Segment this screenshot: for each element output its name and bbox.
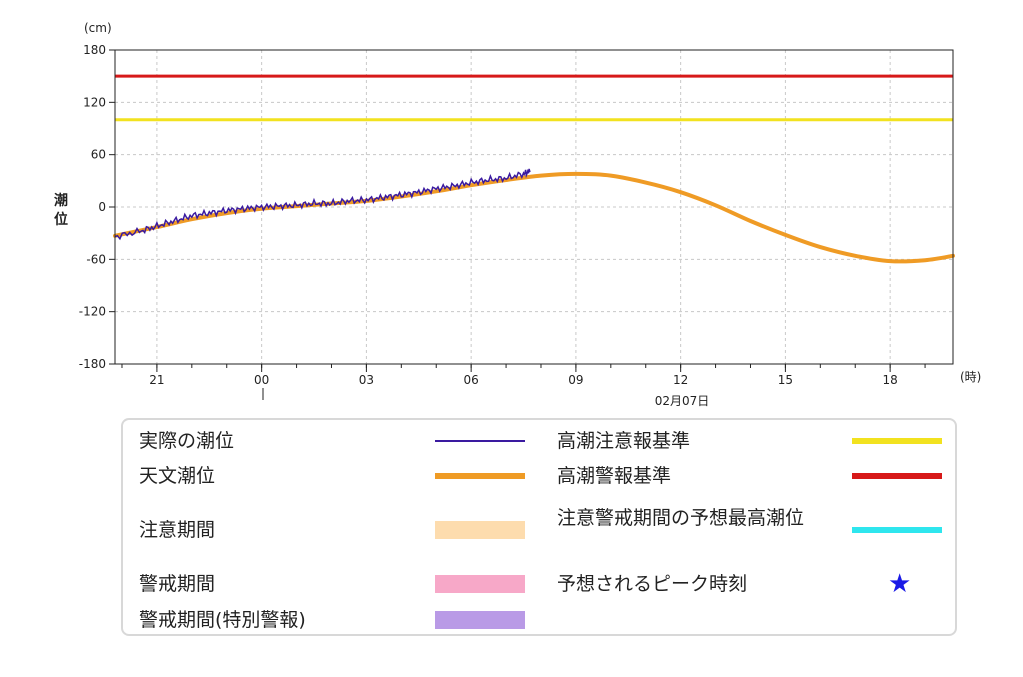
x-tick-label: 03 — [359, 373, 374, 387]
legend-label: 高潮警報基準 — [557, 465, 672, 487]
legend-swatch — [435, 521, 525, 539]
legend-swatch — [435, 473, 525, 479]
legend-swatch — [852, 527, 942, 533]
x-tick-label: 15 — [778, 373, 793, 387]
series-lines — [113, 168, 955, 264]
series-line-observed — [114, 168, 531, 241]
legend-swatch — [435, 440, 525, 442]
y-tick-label: 120 — [83, 95, 106, 109]
legend-label: 天文潮位 — [139, 465, 216, 487]
legend-label: 実際の潮位 — [139, 430, 235, 452]
y-tick-label: 180 — [83, 43, 106, 57]
star-icon: ★ — [888, 569, 912, 599]
legend-swatch — [435, 575, 525, 593]
legend-swatch — [852, 438, 942, 444]
legend-label: 高潮注意報基準 — [557, 430, 691, 452]
y-tick-label: 0 — [98, 200, 106, 214]
plot-frame — [114, 49, 954, 365]
legend-label: 警戒期間(特別警報) — [139, 609, 306, 631]
x-tick-label: 18 — [883, 373, 898, 387]
tide-chart: (cm) 潮 位 180 120 60 0 -60 -120 -180 21 00 03 06 09… — [54, 21, 981, 408]
legend-label: 警戒期間 — [139, 573, 216, 595]
y-tick-label: -120 — [79, 305, 106, 319]
x-unit-label: (時) — [960, 370, 981, 384]
legend-label: 注意期間 — [139, 519, 216, 541]
series-line-astronomical — [113, 171, 955, 264]
y-ticks: 180 120 60 0 -60 -120 -180 — [79, 43, 115, 371]
x-tick-label: 06 — [464, 373, 479, 387]
legend: 実際の潮位天文潮位注意期間警戒期間警戒期間(特別警報) 高潮注意報基準 高潮警報基準… — [121, 418, 957, 636]
legend-swatch — [435, 611, 525, 629]
y-tick-label: -180 — [79, 357, 106, 371]
x-tick-label: 21 — [149, 373, 164, 387]
date-label: 02月07日 — [655, 394, 710, 408]
legend-label: 注意警戒期間の予想最高潮位 — [557, 507, 805, 529]
y-unit-label: (cm) — [84, 21, 112, 35]
x-ticks: 21 00 03 06 09 12 15 18 — [121, 364, 926, 387]
y-axis-title-1: 潮 — [54, 192, 68, 209]
grid — [115, 50, 953, 364]
x-tick-label: 00 — [254, 373, 269, 387]
reference-lines — [115, 74, 953, 122]
y-tick-label: 60 — [91, 148, 106, 162]
legend-label: 予想されるピーク時刻 — [557, 573, 748, 595]
y-axis-title-2: 位 — [54, 211, 68, 228]
y-tick-label: -60 — [86, 252, 106, 266]
x-tick-label: 12 — [673, 373, 688, 387]
legend-swatch — [852, 473, 942, 479]
x-tick-label: 09 — [568, 373, 583, 387]
